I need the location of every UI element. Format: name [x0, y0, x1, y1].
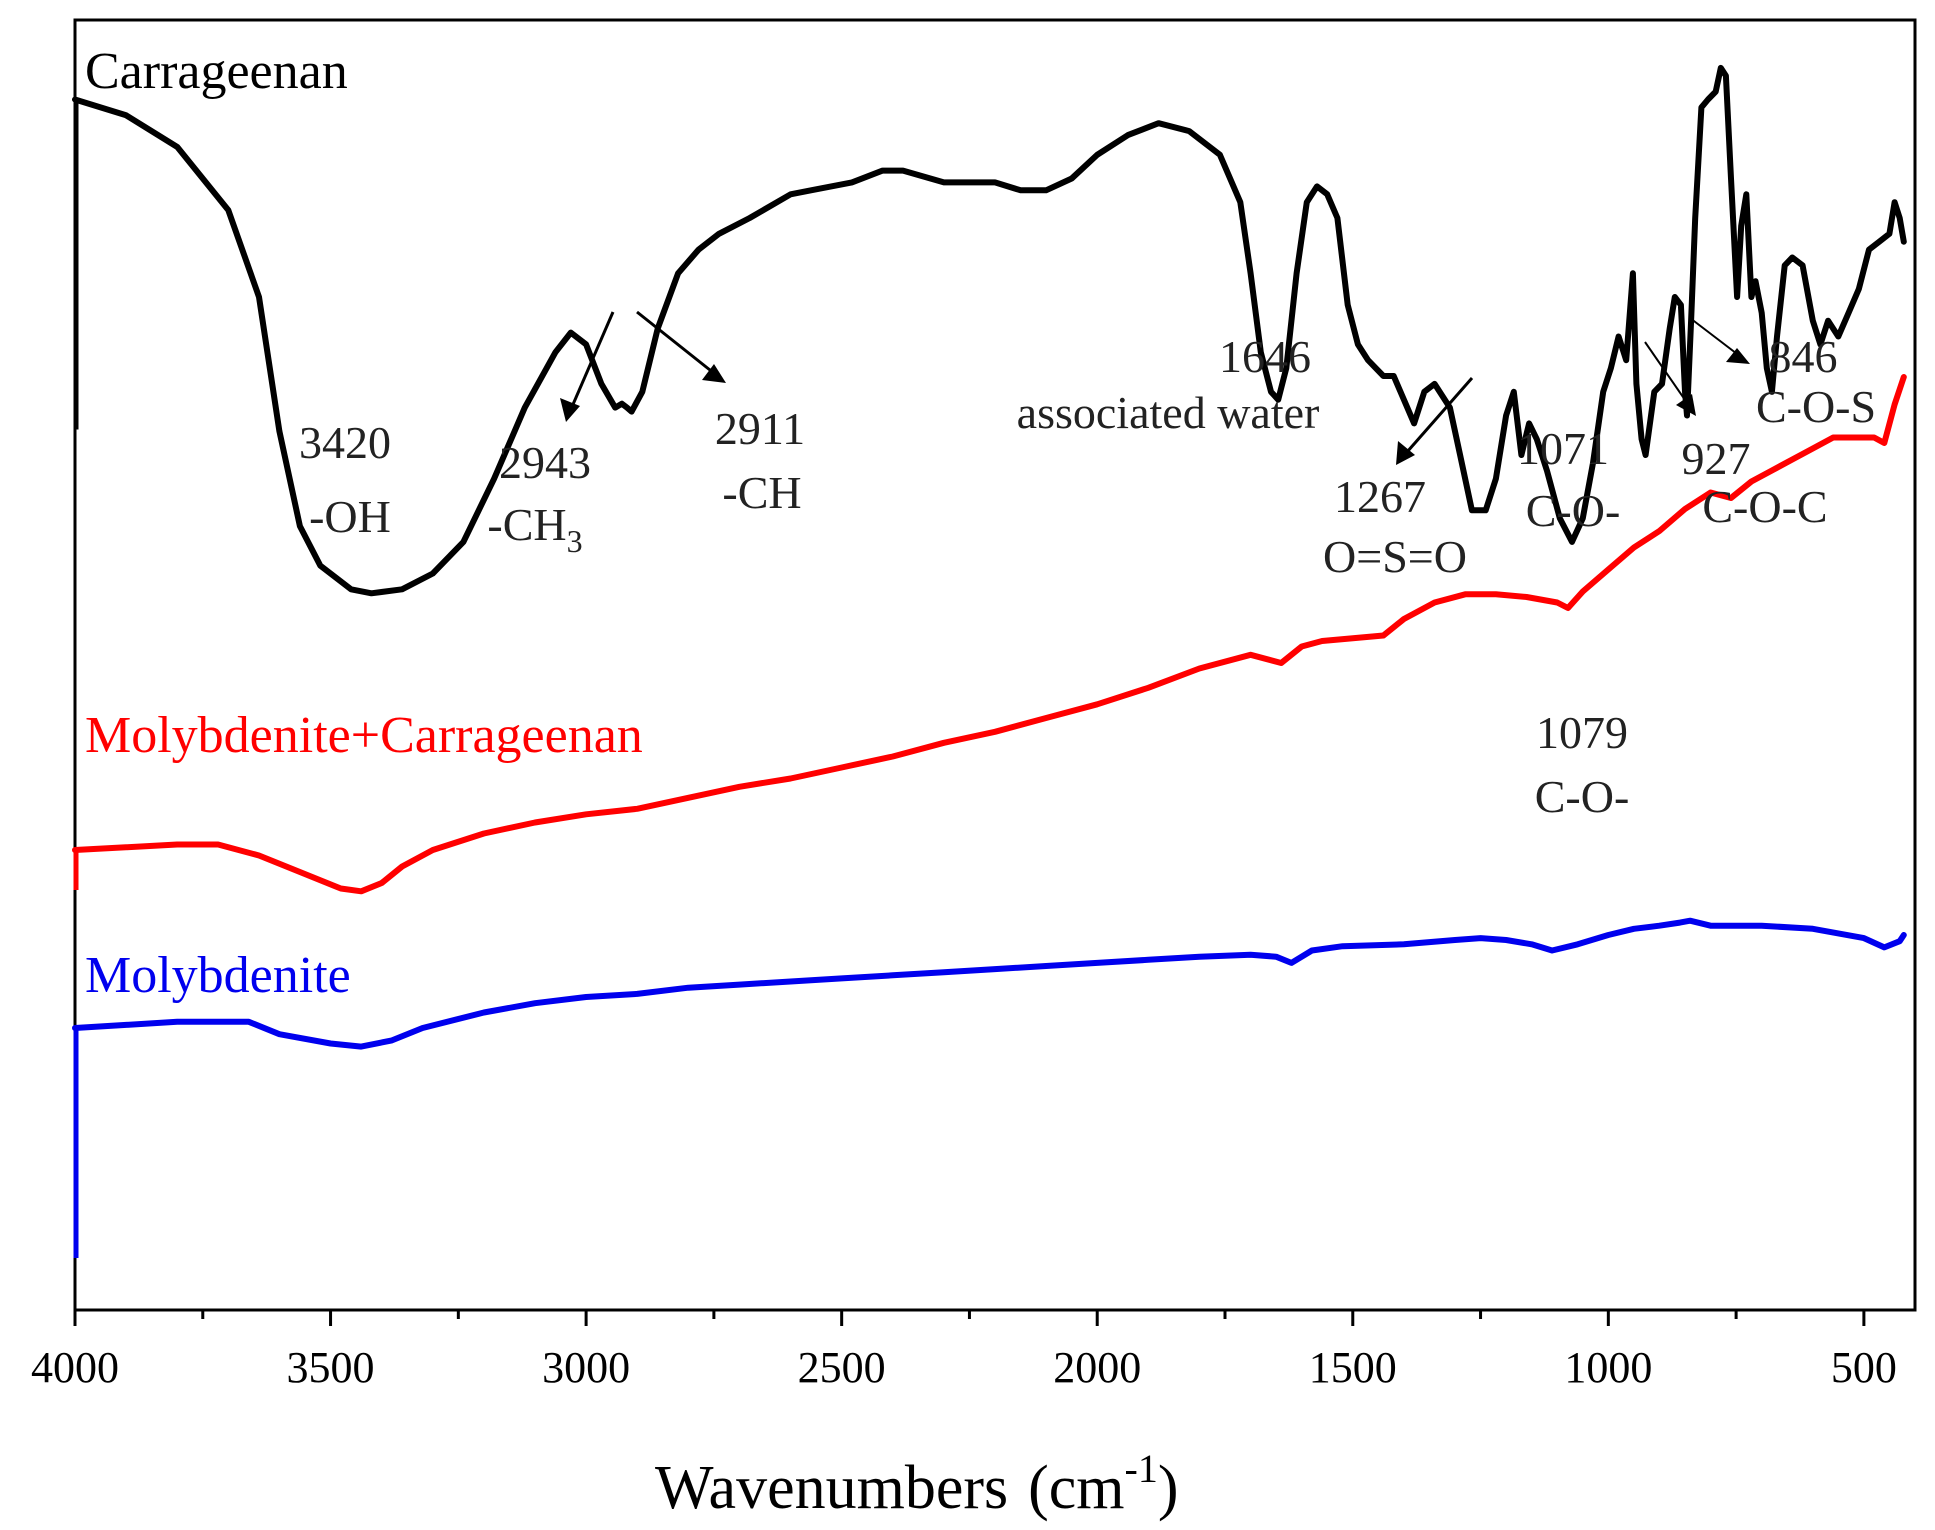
- x-tick-label-3000: 3000: [542, 1343, 630, 1392]
- annotation-1079-group: C-O-: [1535, 771, 1630, 822]
- annotation-2943-group-subscript: 3: [567, 523, 583, 559]
- annotation-846-group: C-O-S: [1756, 381, 1876, 432]
- annotation-846-value: 846: [1769, 331, 1838, 382]
- series-label-carrageenan: Carrageenan: [85, 43, 348, 100]
- arrow-2911-head: [702, 364, 726, 383]
- annotation-927: 927 C-O-C: [1682, 433, 1828, 532]
- annotation-2943-group-line: -CH3: [487, 499, 582, 559]
- annotation-1267-group: O=S=O: [1323, 531, 1467, 582]
- annotation-1267: 1267 O=S=O: [1323, 471, 1467, 582]
- x-axis-ticks: 4000 3500 3000 2500 2000 1500 1000 500: [31, 1310, 1897, 1392]
- x-tick-label-1000: 1000: [1564, 1343, 1652, 1392]
- x-tick-label-2000: 2000: [1053, 1343, 1141, 1392]
- annotation-1071-group: C-O-: [1526, 485, 1621, 536]
- x-axis-title-text: Wavenumbers: [655, 1454, 1008, 1522]
- annotation-3420-value: 3420: [299, 417, 391, 468]
- x-tick-label-2500: 2500: [798, 1343, 886, 1392]
- annotation-2943-value: 2943: [499, 437, 591, 488]
- x-axis-title: Wavenumbers (cm-1): [655, 1446, 1178, 1522]
- x-tick-label-1500: 1500: [1309, 1343, 1397, 1392]
- annotation-846: 846 C-O-S: [1756, 331, 1876, 432]
- series-label-molybdenite: Molybdenite: [85, 947, 351, 1004]
- annotation-2943: 2943 -CH3: [487, 437, 591, 559]
- annotation-3420: 3420 -OH: [299, 417, 391, 542]
- annotation-1071-value: 1071: [1517, 423, 1609, 474]
- annotation-1071: 1071 C-O-: [1517, 423, 1620, 536]
- x-axis-title-unit: (cm: [1028, 1454, 1124, 1522]
- series-line-molybdenite: [72, 917, 1907, 1050]
- annotation-arrows: [560, 310, 1750, 465]
- arrow-927-head: [1676, 394, 1696, 416]
- series-line-molybdenite-carrageenan: [72, 374, 1907, 895]
- annotation-1646: 1646 associated water: [1017, 331, 1320, 438]
- annotation-1646-group: associated water: [1017, 387, 1320, 438]
- arrow-2943-head: [560, 398, 580, 422]
- annotation-1646-value: 1646: [1219, 331, 1311, 382]
- annotation-927-value: 927: [1682, 433, 1751, 484]
- annotation-927-group: C-O-C: [1702, 481, 1827, 532]
- x-tick-label-500: 500: [1831, 1343, 1897, 1392]
- annotation-3420-group: -OH: [309, 491, 391, 542]
- annotation-1079: 1079 C-O-: [1535, 707, 1630, 822]
- annotation-2911-group: -CH: [722, 467, 801, 518]
- series-label-molybdenite-carrageenan: Molybdenite+Carrageenan: [85, 707, 643, 764]
- x-tick-label-4000: 4000: [31, 1343, 119, 1392]
- annotation-2911: 2911 -CH: [715, 403, 805, 518]
- arrow-2911: [636, 310, 721, 380]
- annotation-2911-value: 2911: [715, 403, 805, 454]
- x-axis-title-unit-close: ): [1158, 1454, 1179, 1522]
- arrow-1267-head: [1396, 441, 1415, 465]
- plot-frame: [73, 18, 1917, 1312]
- arrow-927: [1644, 341, 1693, 411]
- arrow-846-head: [1726, 348, 1750, 364]
- series-group: [72, 64, 1907, 1258]
- series-line-carrageenan: [72, 64, 1907, 597]
- annotation-1079-value: 1079: [1536, 707, 1628, 758]
- x-axis-title-unit-exponent: -1: [1125, 1446, 1158, 1491]
- annotation-1267-value: 1267: [1334, 471, 1426, 522]
- arrow-1267: [1398, 377, 1474, 461]
- arrow-2943: [566, 311, 615, 417]
- x-tick-label-3500: 3500: [287, 1343, 375, 1392]
- annotation-2943-group: -CH: [487, 499, 566, 550]
